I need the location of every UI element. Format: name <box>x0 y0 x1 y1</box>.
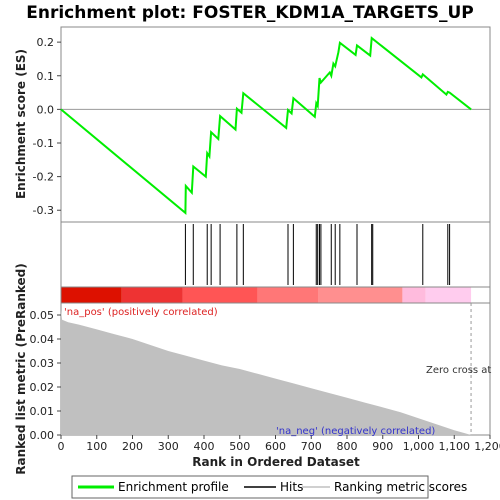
metric-xtick-label: 600 <box>265 440 286 453</box>
legend-label-ranking: Ranking metric scores <box>334 480 467 494</box>
metric-xtick-label: 1,100 <box>439 440 471 453</box>
metric-panel: 0.00 0.01 0.02 0.03 0.04 0.05 0 100 200 300 400 50… <box>14 263 500 475</box>
metric-ytick-label: 0.04 <box>30 333 55 346</box>
legend-label-enrichment: Enrichment profile <box>118 480 229 494</box>
legend-label-hits: Hits <box>280 480 303 494</box>
metric-xtick-label: 1,000 <box>403 440 435 453</box>
ranking-metric-area <box>61 310 472 435</box>
es-panel: 0.2 0.1 0.0 -0.1 -0.2 -0.3 Enrichment score (… <box>14 26 491 223</box>
metric-ytick-label: 0.00 <box>30 429 55 442</box>
metric-xtick-label: 700 <box>301 440 322 453</box>
metric-xtick-label: 0 <box>58 440 65 453</box>
metric-xtick-label: 400 <box>194 440 215 453</box>
metric-ytick-label: 0.05 <box>30 309 55 322</box>
enrichment-profile-line <box>60 36 472 216</box>
metric-xtick-label: 800 <box>337 440 358 453</box>
color-bar-segment <box>318 287 403 303</box>
es-ytick-label: 0.0 <box>37 103 55 116</box>
metric-ytick-label: 0.02 <box>30 381 55 394</box>
pos-label: 'na_pos' (positively correlated) <box>64 307 218 318</box>
color-bar-segment <box>61 287 122 303</box>
es-ytick-label: -0.3 <box>33 204 54 217</box>
color-bar-segment <box>121 287 183 303</box>
color-bar-segment <box>425 287 472 303</box>
color-bar-segment <box>402 287 426 303</box>
color-bar-segment <box>182 287 258 303</box>
metric-xtick-label: 500 <box>229 440 250 453</box>
color-bar-segment <box>257 287 319 303</box>
metric-xtick-label: 900 <box>372 440 393 453</box>
es-panel-frame <box>60 26 491 223</box>
metric-xtick-label: 200 <box>122 440 143 453</box>
legend: Enrichment profile Hits Ranking metric s… <box>71 475 467 499</box>
es-ytick-label: -0.1 <box>33 137 54 150</box>
chart-title: Enrichment plot: FOSTER_KDM1A_TARGETS_UP <box>26 3 474 23</box>
es-ylabel: Enrichment score (ES) <box>14 49 28 199</box>
neg-label: 'na_neg' (negatively correlated) <box>276 426 435 437</box>
es-ytick-label: 0.2 <box>37 36 55 49</box>
es-ytick-label: -0.2 <box>33 171 54 184</box>
zero-cross-label: Zero cross at <box>426 365 491 376</box>
hits-panel <box>60 221 491 288</box>
metric-xlabel: Rank in Ordered Dataset <box>192 455 360 469</box>
es-ytick-label: 0.1 <box>37 70 55 83</box>
metric-xtick-label: 1,200 <box>474 440 500 453</box>
metric-xtick-label: 300 <box>158 440 179 453</box>
metric-ylabel: Ranked list metric (PreRanked) <box>14 263 28 475</box>
metric-ytick-label: 0.03 <box>30 357 55 370</box>
metric-xtick-label: 100 <box>86 440 107 453</box>
correlation-color-bar <box>61 287 472 303</box>
metric-ytick-label: 0.01 <box>30 405 55 418</box>
hits-panel-frame <box>60 221 491 288</box>
